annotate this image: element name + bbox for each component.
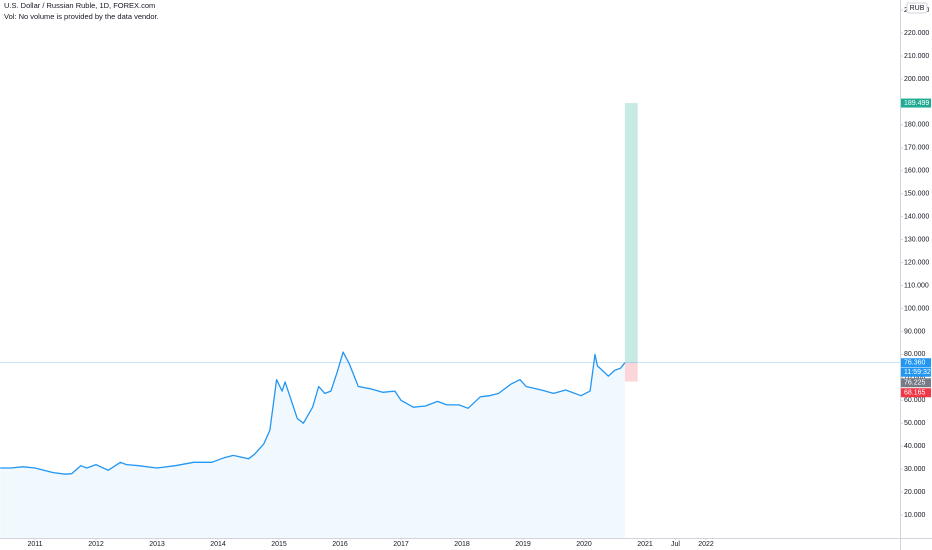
price-badge [901, 388, 931, 398]
price-badge-label: 76.360 [904, 360, 926, 367]
y-tick-label: 50.000 [904, 420, 926, 427]
y-tick-label: 30.000 [904, 466, 926, 473]
price-badge [901, 98, 931, 108]
y-tick-label: 10.000 [904, 512, 926, 519]
y-tick-label: 100.000 [904, 305, 929, 312]
x-tick-label: 2014 [210, 541, 226, 548]
y-tick-label: 80.000 [904, 351, 926, 358]
countdown-badge [901, 367, 931, 377]
y-tick-label: 20.000 [904, 489, 926, 496]
x-tick-label: 2012 [88, 541, 104, 548]
chart-subtitle: Vol: No volume is provided by the data v… [4, 12, 159, 21]
line [0, 351, 626, 475]
x-tick-label: 2019 [515, 541, 531, 548]
y-tick-label: 60.000 [904, 397, 926, 404]
y-tick-label: 110.000 [904, 282, 929, 289]
y-tick-label: 40.000 [904, 443, 926, 450]
y-tick-label: 70.000 [904, 374, 926, 381]
x-tick-label: 2013 [149, 541, 165, 548]
loss-zone [624, 362, 638, 382]
x-tick-label: 2022 [698, 541, 714, 548]
y-tick-label: 170.000 [904, 145, 929, 152]
currency-label: RUB [910, 5, 925, 12]
x-tick-label: 2015 [271, 541, 287, 548]
x-tick-label: 2016 [332, 541, 348, 548]
x-tick-label: 2020 [576, 541, 592, 548]
countdown-label: 11:59:32 [904, 369, 931, 376]
x-tick-label: Jul [671, 541, 680, 548]
price-badge [901, 358, 931, 368]
area [0, 352, 625, 538]
price-badge-label: 68.165 [904, 390, 926, 397]
x-tick-label: 2021 [637, 541, 653, 548]
y-tick-label: 210.000 [904, 53, 929, 60]
y-tick-label: 200.000 [904, 76, 929, 83]
price-badge [901, 378, 931, 388]
y-tick-label: 180.000 [904, 122, 929, 129]
x-tick-label: 2011 [27, 541, 42, 548]
profit-zone [624, 103, 638, 363]
x-tick-label: 2018 [454, 541, 470, 548]
y-tick-label: 120.000 [904, 259, 929, 266]
chart-title: U.S. Dollar / Russian Ruble, 1D, FOREX.c… [4, 1, 155, 10]
y-tick-label: 130.000 [904, 236, 929, 243]
currency-badge [906, 2, 928, 14]
x-tick-label: 2017 [393, 541, 409, 548]
y-tick-label: 90.000 [904, 328, 926, 335]
y-tick-label: 150.000 [904, 191, 929, 198]
y-tick-label: 140.000 [904, 214, 929, 221]
y-tick-label: 160.000 [904, 168, 929, 175]
price-badge-label: 189.499 [904, 100, 929, 107]
y-tick-label: 220.000 [904, 30, 929, 37]
price-badge-label: 76.225 [904, 380, 926, 387]
